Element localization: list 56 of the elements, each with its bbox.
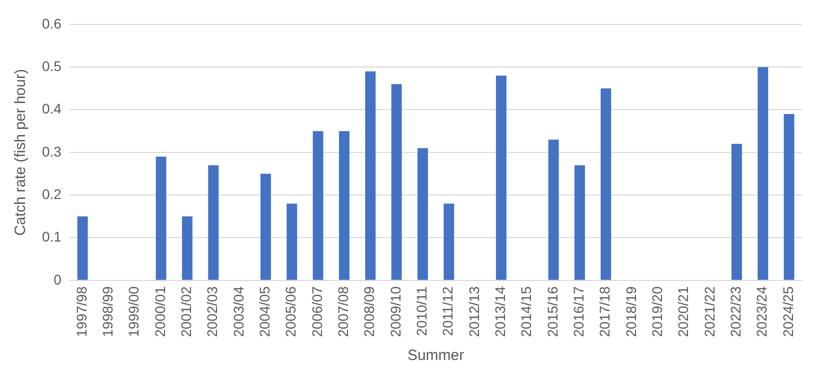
bar — [758, 67, 768, 280]
bar — [548, 140, 559, 280]
x-tick-label: 2000/01 — [152, 286, 168, 338]
x-tick-label: 2005/06 — [282, 286, 299, 338]
bar — [312, 131, 324, 280]
x-tick-label: 2017/18 — [596, 286, 613, 338]
x-tick-label: 2009/10 — [387, 286, 404, 338]
x-tick-label: 2013/14 — [492, 286, 508, 338]
x-tick-label: 2014/15 — [518, 286, 534, 338]
x-tick-label: 2007/08 — [335, 286, 352, 338]
x-tick-label: 2024/25 — [780, 286, 796, 338]
bar — [600, 88, 612, 280]
bar — [444, 204, 454, 280]
x-axis-title: Summer — [407, 347, 464, 364]
y-tick-label: 0 — [54, 271, 62, 288]
bar — [496, 76, 506, 280]
bar — [260, 174, 271, 280]
bar — [156, 156, 166, 280]
x-tick-label: 2018/19 — [622, 286, 639, 338]
x-tick-label: 2016/17 — [570, 286, 587, 338]
y-tick-label: 0.3 — [42, 143, 62, 160]
bar — [784, 114, 794, 280]
bar — [391, 84, 402, 280]
x-tick-label: 2015/16 — [544, 286, 560, 338]
x-tick-label: 1997/98 — [73, 286, 90, 338]
x-tick-label: 2006/07 — [308, 286, 325, 338]
bar — [365, 71, 376, 280]
bar — [182, 216, 192, 280]
y-tick-label: 0.4 — [42, 100, 62, 117]
bar — [338, 131, 350, 280]
y-tick-label: 0.6 — [42, 15, 62, 32]
x-tick-label: 2019/20 — [649, 286, 666, 338]
y-tick-label: 0.1 — [42, 228, 62, 245]
y-tick-label: 0.2 — [42, 186, 62, 202]
bar — [286, 204, 298, 280]
bar — [77, 216, 88, 280]
x-tick-label: 2012/13 — [466, 286, 482, 338]
bar — [574, 165, 585, 280]
x-tick-label: 2008/09 — [361, 286, 378, 338]
x-tick-label: 2021/22 — [701, 286, 718, 338]
x-tick-label: 2011/12 — [440, 286, 456, 336]
x-tick-label: 1998/99 — [100, 286, 116, 338]
x-tick-label: 2003/04 — [230, 286, 246, 338]
x-tick-label: 1999/00 — [126, 286, 142, 338]
x-tick-label: 2002/03 — [204, 286, 220, 338]
bar — [208, 165, 219, 280]
bar — [731, 144, 742, 280]
y-tick-label: 0.5 — [42, 58, 62, 74]
x-tick-label: 2004/05 — [256, 286, 273, 338]
x-tick-label: 2022/23 — [728, 286, 744, 338]
x-tick-label: 2020/21 — [675, 286, 692, 338]
bar — [417, 148, 428, 280]
x-tick-label: 2023/24 — [754, 286, 770, 338]
x-tick-label: 2010/11 — [414, 286, 430, 336]
y-axis-title: Catch rate (fish per hour) — [12, 69, 30, 236]
x-tick-label: 2001/02 — [178, 286, 194, 338]
